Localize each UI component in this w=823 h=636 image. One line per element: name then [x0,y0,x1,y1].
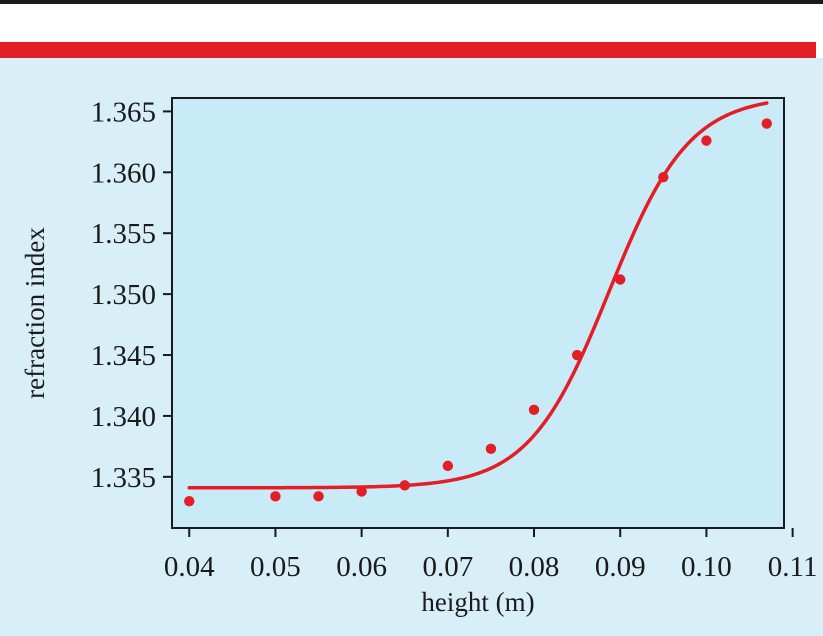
y-tick-label: 1.335 [91,462,156,494]
data-point [356,486,367,497]
y-axis: 1.335 1.340 1.345 1.350 1.355 1.360 1.365 [91,96,172,494]
data-points-layer [184,118,772,507]
top-rule [0,0,823,4]
data-point [571,349,583,361]
data-point [399,480,410,491]
data-point [485,443,497,455]
data-point [701,135,712,146]
y-tick-label: 1.350 [91,279,156,311]
data-point [313,491,324,502]
x-tick-label: 0.06 [336,551,387,583]
x-tick-label: 0.05 [250,551,301,583]
chart: 0.04 0.05 0.06 0.07 0.08 0.09 0.10 0.11 1.3351.… [20,96,818,617]
data-point [615,274,626,285]
data-point [442,460,454,472]
x-axis: 0.04 0.05 0.06 0.07 0.08 0.09 0.10 0.11 [164,528,818,583]
fit-curve [187,101,769,490]
x-tick-label: 0.04 [164,551,215,583]
data-point [184,496,195,507]
x-tick-label: 0.07 [422,551,473,583]
data-point [761,118,772,129]
y-tick-label: 1.355 [91,218,156,250]
x-tick-label: 0.08 [509,551,560,583]
x-axis-label: height (m) [421,587,534,617]
data-point [658,171,669,183]
x-tick-label: 0.09 [595,551,646,583]
data-point [528,404,540,416]
x-tick-label: 0.10 [681,551,732,583]
y-axis-label: refraction index [20,227,50,399]
y-tick-label: 1.345 [91,340,156,372]
header-band [0,42,816,58]
y-tick-label: 1.360 [91,157,156,189]
fit-curve-layer [187,101,769,490]
chart-panel: 0.04 0.05 0.06 0.07 0.08 0.09 0.10 0.11 1.335 1.… [0,58,823,636]
y-tick-label: 1.340 [91,401,156,433]
y-tick-label: 1.365 [91,96,156,128]
plot-area [171,97,785,529]
x-tick-label: 0.11 [768,551,818,583]
data-point [270,491,281,502]
